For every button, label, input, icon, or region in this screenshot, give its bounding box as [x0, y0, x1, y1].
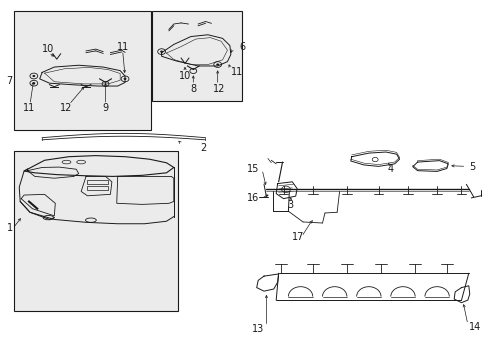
- Text: 17: 17: [291, 232, 304, 242]
- Text: 4: 4: [387, 164, 393, 174]
- Text: 7: 7: [6, 76, 13, 86]
- Text: 2: 2: [200, 143, 206, 153]
- Bar: [87, 180, 108, 184]
- Text: 3: 3: [287, 200, 293, 210]
- Text: 6: 6: [239, 42, 245, 52]
- Text: 5: 5: [468, 162, 474, 172]
- Text: 11: 11: [116, 42, 128, 52]
- Text: 14: 14: [468, 322, 480, 332]
- Text: 8: 8: [190, 84, 196, 94]
- Bar: [87, 186, 108, 190]
- Text: 16: 16: [246, 193, 259, 203]
- Text: 13: 13: [251, 324, 264, 334]
- Bar: [14, 12, 151, 130]
- Text: 12: 12: [60, 103, 73, 113]
- Text: 9: 9: [102, 103, 108, 113]
- Text: 11: 11: [230, 67, 243, 77]
- Text: 12: 12: [212, 84, 224, 94]
- Text: 10: 10: [179, 71, 191, 81]
- Circle shape: [123, 78, 126, 80]
- Circle shape: [32, 82, 35, 84]
- Text: 1: 1: [6, 224, 13, 233]
- Circle shape: [32, 75, 35, 77]
- Bar: [14, 151, 177, 311]
- Circle shape: [160, 50, 163, 53]
- Text: 15: 15: [246, 164, 259, 174]
- Circle shape: [216, 63, 219, 66]
- Text: 10: 10: [42, 44, 55, 54]
- Bar: [152, 12, 242, 101]
- Text: 11: 11: [23, 103, 35, 113]
